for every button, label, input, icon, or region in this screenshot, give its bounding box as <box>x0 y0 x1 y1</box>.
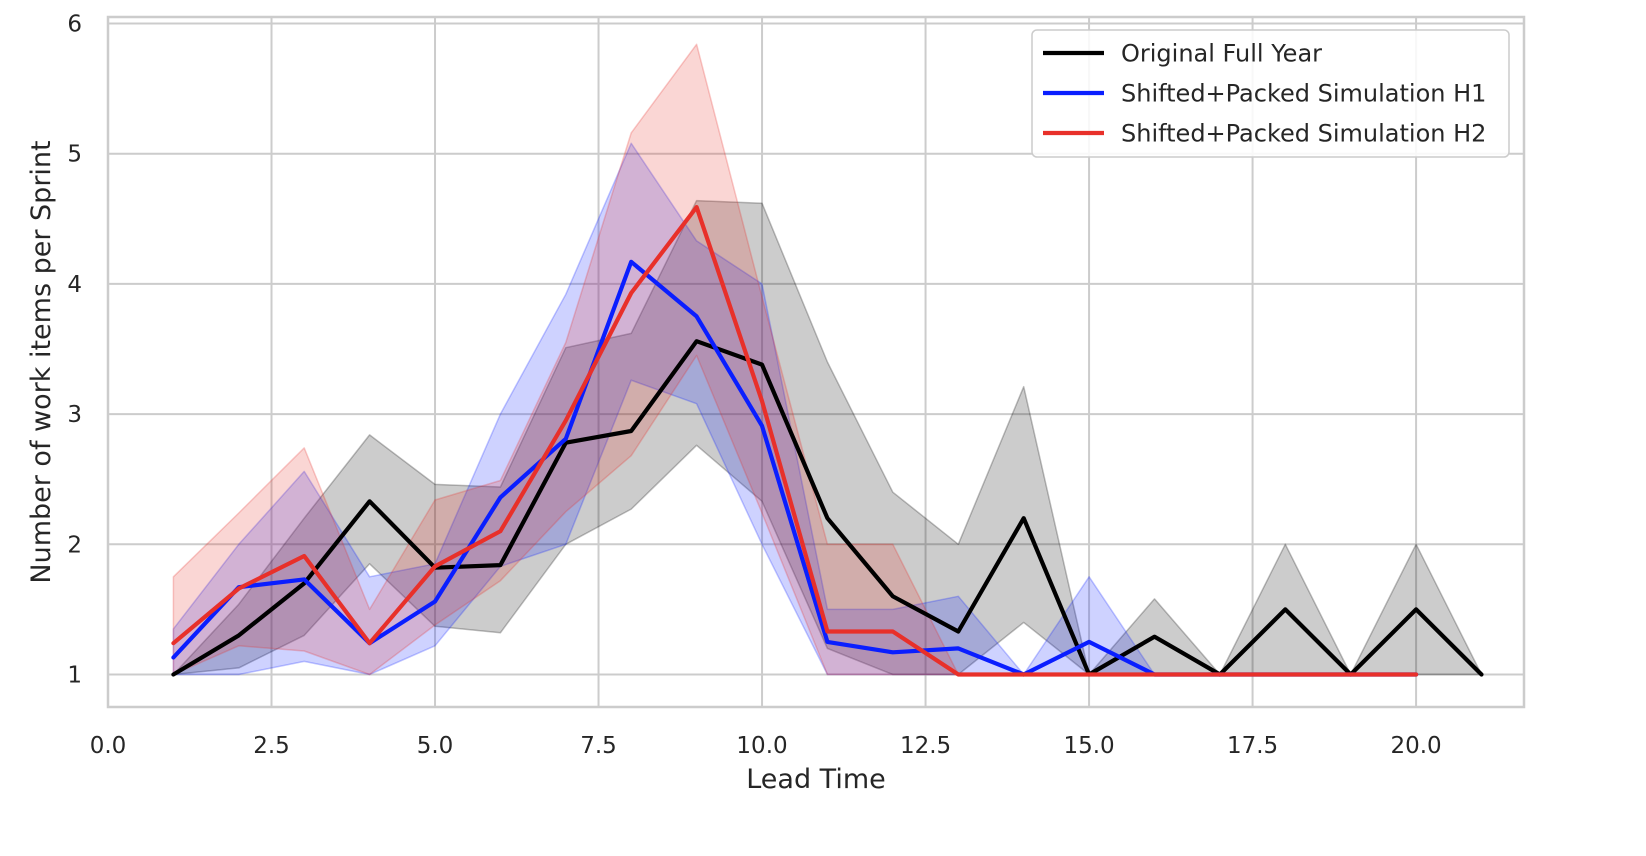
legend: Original Full Year Shifted+Packed Simulat… <box>1031 29 1510 158</box>
x-tick-label: 2.5 <box>253 733 290 759</box>
y-tick-label: 3 <box>67 402 82 428</box>
x-axis-title: Lead Time <box>746 764 886 795</box>
x-tick-label: 12.5 <box>900 733 951 759</box>
x-tick-label: 7.5 <box>580 733 617 759</box>
tick-labels: 0.0 2.5 5.0 7.5 10.0 12.5 15.0 17.5 20.0 1 2 3 4 5 6 <box>67 12 1441 759</box>
x-tick-label: 15.0 <box>1063 733 1114 759</box>
x-tick-label: 5.0 <box>417 733 454 759</box>
y-axis-title: Number of work items per Sprint <box>26 140 57 583</box>
legend-label: Original Full Year <box>1121 40 1322 68</box>
y-tick-label: 6 <box>67 12 82 38</box>
x-tick-label: 10.0 <box>736 733 787 759</box>
y-tick-label: 2 <box>67 532 82 558</box>
y-tick-label: 1 <box>67 662 82 688</box>
x-tick-label: 0.0 <box>90 733 127 759</box>
line-series-0 <box>171 339 1484 677</box>
plot-frame <box>106 15 1526 709</box>
series-lines <box>171 205 1484 677</box>
legend-box <box>1031 29 1510 158</box>
y-tick-label: 4 <box>67 272 82 298</box>
legend-label: Shifted+Packed Simulation H1 <box>1121 80 1486 108</box>
y-tick-label: 5 <box>67 142 82 168</box>
line-series-2 <box>171 205 1419 677</box>
legend-label: Shifted+Packed Simulation H2 <box>1121 120 1486 148</box>
x-tick-label: 17.5 <box>1227 733 1278 759</box>
x-tick-label: 20.0 <box>1390 733 1441 759</box>
